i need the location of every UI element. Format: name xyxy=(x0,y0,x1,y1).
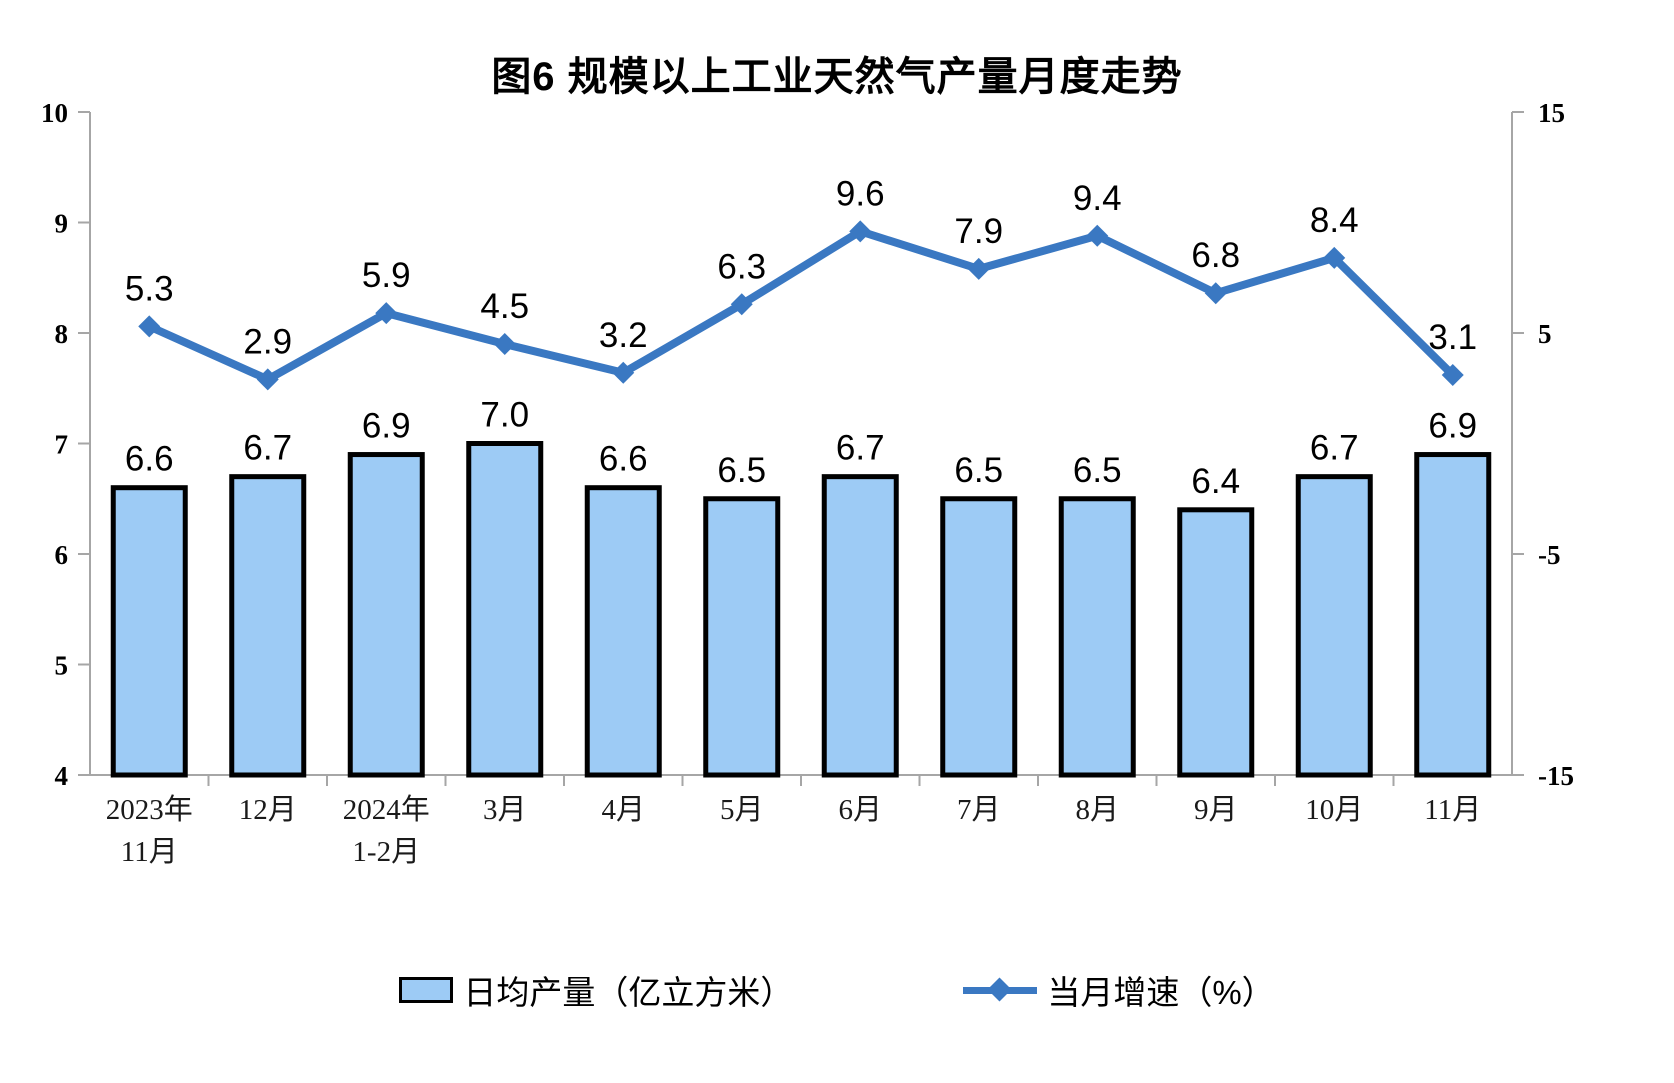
category-label-4: 4月 xyxy=(601,794,645,826)
line-marker-1 xyxy=(256,368,279,391)
legend-item-label: 当月增速（%） xyxy=(1047,974,1275,1011)
bar-value-label-3: 7.0 xyxy=(480,396,529,435)
bar-9 xyxy=(1177,507,1255,778)
category-label-0: 2023年 xyxy=(106,793,193,826)
bar-6 xyxy=(821,474,899,778)
category-label-6: 6月 xyxy=(838,794,882,826)
category-label-3: 3月 xyxy=(483,794,527,826)
bar-value-label-11: 6.9 xyxy=(1428,407,1477,446)
right-axis-tick-label: -15 xyxy=(1538,761,1574,791)
bar-value-label-4: 6.6 xyxy=(599,440,648,479)
category-label-11: 11月 xyxy=(1424,794,1481,826)
bar-5 xyxy=(703,496,781,778)
legend-item-bar-series[interactable]: 日均产量（亿立方米） xyxy=(399,966,793,1014)
left-axis-tick-label: 5 xyxy=(55,651,69,681)
line-marker-9 xyxy=(1204,282,1227,305)
right-axis-tick-label: 5 xyxy=(1538,319,1552,349)
bar-8 xyxy=(1058,496,1136,778)
line-value-label-2: 5.9 xyxy=(362,256,411,295)
bar-value-label-9: 6.4 xyxy=(1191,462,1240,501)
line-marker-2 xyxy=(375,302,398,325)
bar-0 xyxy=(110,485,188,778)
bar-value-label-2: 6.9 xyxy=(362,407,411,446)
category-label-2: 2024年 xyxy=(343,793,430,826)
line-marker-6 xyxy=(849,220,872,243)
line-series-group xyxy=(138,220,1464,391)
bar-value-label-6: 6.7 xyxy=(836,429,885,468)
bar-1 xyxy=(229,474,307,778)
category-label-1: 12月 xyxy=(239,794,297,826)
left-axis-tick-label: 8 xyxy=(55,319,69,349)
line-marker-10 xyxy=(1323,246,1346,269)
right-axis-tick-label: -5 xyxy=(1538,540,1561,570)
line-value-label-8: 9.4 xyxy=(1073,179,1122,218)
bar-7 xyxy=(940,496,1018,778)
line-marker-3 xyxy=(493,333,516,356)
bar-2 xyxy=(347,452,425,778)
bar-swatch-icon xyxy=(399,977,454,1003)
category-label-5: 5月 xyxy=(720,794,764,826)
left-axis-tick-label: 6 xyxy=(55,540,69,570)
left-axis-tick-label: 4 xyxy=(55,761,69,791)
line-marker-7 xyxy=(967,257,990,280)
right-axis-tick-labels: 15 5 -5 -15 xyxy=(1538,98,1574,791)
category-label-8: 8月 xyxy=(1075,794,1119,826)
line-marker-8 xyxy=(1086,224,1109,247)
legend-item-label: 日均产量（亿立方米） xyxy=(463,974,794,1011)
category-label-10: 10月 xyxy=(1305,794,1363,826)
line-value-label-6: 9.6 xyxy=(836,174,885,213)
category-label-2: 1-2月 xyxy=(352,836,420,868)
right-axis-tick-label: 15 xyxy=(1538,98,1565,128)
left-axis-tick-label: 7 xyxy=(55,430,69,460)
left-axis-tick-labels: 10 9 8 7 6 5 4 xyxy=(41,98,68,791)
line-value-label-3: 4.5 xyxy=(480,287,529,326)
bars-group xyxy=(110,441,1492,778)
line-value-label-10: 8.4 xyxy=(1310,201,1359,240)
bar-value-label-7: 6.5 xyxy=(954,451,1003,490)
bar-10 xyxy=(1295,474,1373,778)
chart-legend: 日均产量（亿立方米） 当月增速（%） xyxy=(0,960,1674,1020)
growth-line xyxy=(145,227,1457,384)
line-value-labels-group: 5.3 2.9 5.9 4.5 3.2 6.3 9.6 7.9 9.4 6.8 8.4 3.1 xyxy=(125,174,1477,361)
bar-value-label-5: 6.5 xyxy=(717,451,766,490)
bar-4 xyxy=(584,485,662,778)
line-value-label-11: 3.1 xyxy=(1428,318,1477,357)
bar-value-label-10: 6.7 xyxy=(1310,429,1359,468)
line-value-label-4: 3.2 xyxy=(599,316,648,355)
category-label-0: 11月 xyxy=(121,836,178,868)
line-marker-0 xyxy=(138,315,161,338)
category-axis-labels: 2023年 11月 12月 2024年 1-2月 3月 4月 5月 6月 7月 8月 9月 10月 11月 xyxy=(106,793,1481,868)
left-axis-tick-label: 10 xyxy=(41,98,68,128)
line-value-label-0: 5.3 xyxy=(125,269,174,308)
bar-value-label-1: 6.7 xyxy=(243,429,292,468)
bar-3 xyxy=(466,441,544,778)
bar-11 xyxy=(1414,452,1492,778)
line-value-label-7: 7.9 xyxy=(954,212,1003,251)
bar-value-label-8: 6.5 xyxy=(1073,451,1122,490)
line-value-label-1: 2.9 xyxy=(243,322,292,361)
bar-value-label-0: 6.6 xyxy=(125,440,174,479)
line-diamond-swatch-icon xyxy=(963,977,1038,1003)
line-marker-5 xyxy=(730,293,753,316)
legend-item-line-series[interactable]: 当月增速（%） xyxy=(963,966,1275,1014)
category-label-7: 7月 xyxy=(957,794,1001,826)
axes-group xyxy=(78,111,1524,786)
left-axis-tick-label: 9 xyxy=(55,209,69,239)
line-value-label-9: 6.8 xyxy=(1191,236,1240,275)
line-marker-4 xyxy=(612,361,635,384)
chart-title: 图6 规模以上工业天然气产量月度走势 xyxy=(491,55,1183,99)
bar-value-labels-group: 6.6 6.7 6.9 7.0 6.6 6.5 6.7 6.5 6.5 6.4 6.7 6.9 xyxy=(125,396,1477,501)
category-label-9: 9月 xyxy=(1194,794,1238,826)
line-marker-11 xyxy=(1441,363,1464,386)
line-value-label-5: 6.3 xyxy=(717,247,766,286)
